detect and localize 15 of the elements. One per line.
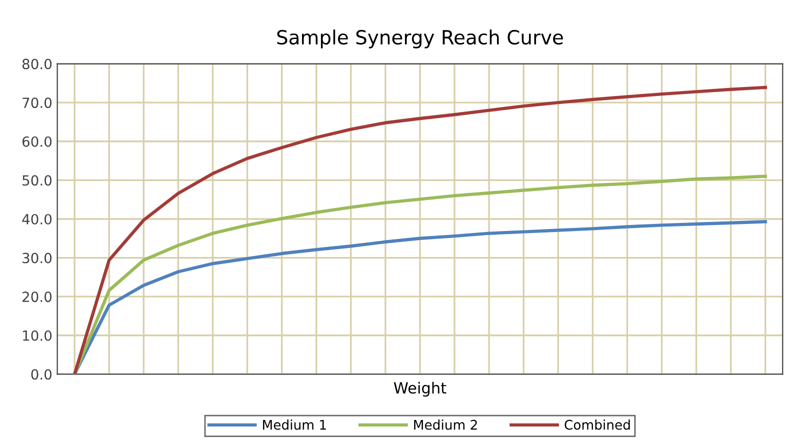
y-tick-label: 80.0 [22,58,52,70]
chart-title: Sample Synergy Reach Curve [277,30,563,48]
y-tick-label: 50.0 [22,175,52,186]
y-tick-label: 10.0 [23,330,52,341]
y-tick-label: 60.0 [22,136,52,147]
legend-label: Medium 2 [414,420,477,430]
legend-label: Medium 1 [263,420,326,430]
y-tick-label: 20.0 [22,292,52,302]
line-series [72,86,767,374]
legend-label: Combined [564,420,630,430]
y-tick-label: 40.0 [22,214,52,224]
y-tick-label: 0.0 [31,369,52,380]
y-tick-label: 70.0 [22,98,52,108]
y-tick-label: 30.0 [22,252,52,264]
x-axis-title: Weight [394,382,446,397]
